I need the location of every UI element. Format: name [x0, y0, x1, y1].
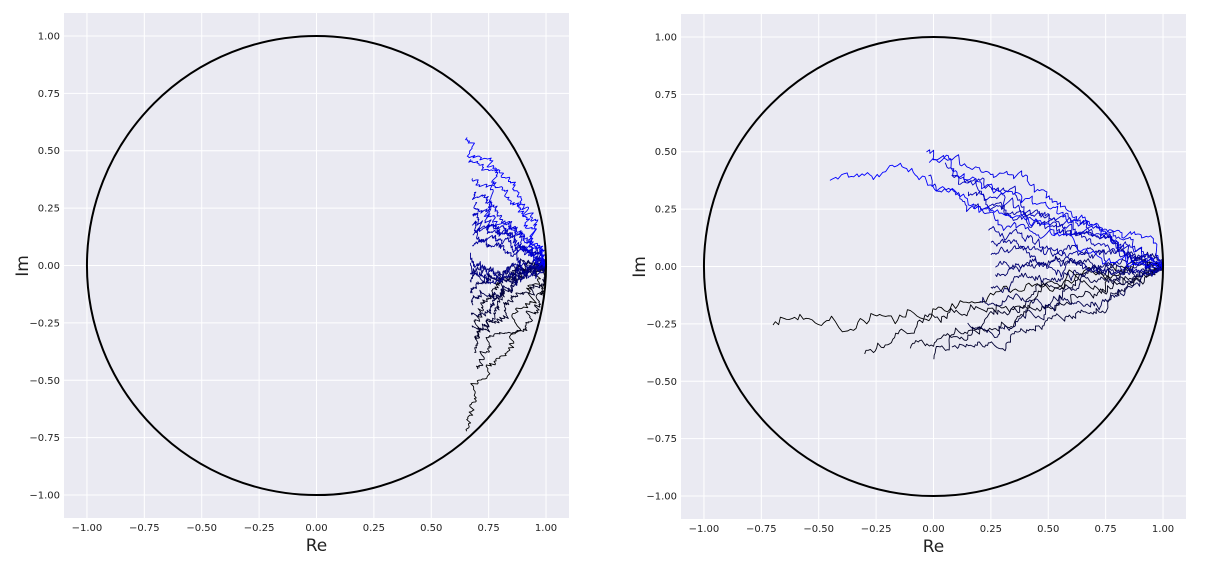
right-series-line-3: [933, 266, 1163, 360]
right-x-tick-label: 0.50: [1037, 524, 1059, 535]
right-series-line-13: [974, 201, 1163, 268]
left-x-tick-label: 0.75: [478, 523, 500, 534]
left-x-tick-label: −1.00: [72, 523, 103, 534]
left-y-tick-label: 0.25: [38, 204, 60, 215]
right-series-line-12: [988, 226, 1163, 277]
right-x-tick-labels: −1.00 −0.75 −0.50 −0.25 0.00 0.25 0.50 0.75 1.00: [689, 524, 1175, 535]
left-y-tick-label: −0.25: [29, 318, 60, 329]
left-y-tick-labels: −1.00 −0.75 −0.50 −0.25 0.00 0.25 0.50 0.75 1.00: [29, 31, 60, 501]
right-y-tick-label: 0.25: [655, 205, 677, 216]
left-series-line-13: [472, 230, 546, 272]
right-series-line-16: [944, 162, 1163, 267]
right-x-tick-label: 1.00: [1152, 524, 1174, 535]
left-x-tick-label: 0.00: [305, 523, 327, 534]
left-grid: [64, 13, 569, 518]
right-x-tick-label: 0.25: [980, 524, 1002, 535]
right-x-tick-label: 0.00: [922, 524, 944, 535]
right-y-tick-label: 0.00: [655, 262, 677, 273]
left-series-line-1: [475, 265, 546, 370]
right-y-tick-label: −0.50: [646, 377, 677, 388]
left-y-axis-label: Im: [13, 255, 33, 277]
right-series-line-19: [928, 154, 1163, 267]
left-series-group: [465, 137, 546, 432]
right-x-tick-label: −1.00: [689, 524, 720, 535]
left-x-axis-label: Re: [306, 536, 328, 556]
left-series-line-20: [465, 137, 546, 267]
left-series-line-8: [469, 263, 546, 284]
left-series-line-15: [472, 212, 546, 267]
right-series-line-6: [979, 267, 1163, 312]
left-series-line-11: [470, 252, 546, 283]
left-series-line-17: [471, 191, 546, 268]
left-x-tick-labels: −1.00 −0.75 −0.50 −0.25 0.00 0.25 0.50 0.75 1.00: [72, 523, 558, 534]
left-series-line-12: [472, 237, 546, 271]
right-series-line-8: [995, 255, 1163, 278]
right-series-line-14: [967, 190, 1163, 274]
left-x-tick-label: 0.50: [420, 523, 442, 534]
left-y-tick-label: 0.00: [38, 261, 60, 272]
right-x-tick-label: 0.75: [1095, 524, 1117, 535]
left-y-tick-label: 0.50: [38, 146, 60, 157]
right-x-tick-label: −0.50: [803, 524, 834, 535]
right-y-tick-label: −1.00: [646, 492, 677, 503]
left-series-line-0: [465, 266, 546, 432]
right-y-tick-label: 1.00: [655, 32, 677, 43]
right-unit-circle: [702, 35, 1165, 498]
left-series-line-10: [469, 262, 546, 285]
left-x-tick-label: −0.25: [244, 523, 275, 534]
right-y-tick-label: 0.50: [655, 147, 677, 158]
right-x-tick-label: −0.25: [861, 524, 892, 535]
left-y-tick-label: 1.00: [38, 31, 60, 42]
right-series-line-17: [928, 174, 1163, 268]
left-series-line-7: [470, 258, 546, 294]
right-x-tick-label: −0.75: [746, 524, 777, 535]
left-x-tick-label: 1.00: [535, 523, 557, 534]
left-x-tick-label: −0.75: [129, 523, 160, 534]
left-x-tick-label: −0.50: [186, 523, 217, 534]
left-y-tick-label: −1.00: [29, 491, 60, 502]
right-series-line-18: [926, 149, 1163, 269]
right-series-line-7: [990, 263, 1163, 293]
right-series-line-20: [829, 162, 1163, 268]
left-unit-circle: [85, 34, 548, 497]
right-series-line-15: [951, 174, 1163, 270]
right-series-line-10: [990, 245, 1163, 278]
right-y-tick-label: −0.75: [646, 434, 677, 445]
left-y-tick-label: −0.50: [29, 376, 60, 387]
right-series-line-5: [967, 261, 1163, 338]
left-y-tick-label: −0.75: [29, 433, 60, 444]
left-x-tick-label: 0.25: [363, 523, 385, 534]
right-y-tick-labels: −1.00 −0.75 −0.50 −0.25 0.00 0.25 0.50 0.75 1.00: [646, 32, 677, 502]
right-series-line-4: [951, 265, 1162, 352]
right-series-group: [772, 149, 1163, 360]
right-y-axis-label: Im: [630, 256, 650, 278]
right-plot: −1.00 −0.75 −0.50 −0.25 0.00 0.25 0.50 0.75 1.00…: [630, 14, 1186, 557]
right-x-axis-label: Re: [923, 537, 945, 557]
left-plot: −1.00 −0.75 −0.50 −0.25 0.00 0.25 0.50 0.75 1.00…: [13, 13, 569, 556]
left-y-tick-label: 0.75: [38, 89, 60, 100]
right-y-tick-label: −0.25: [646, 319, 677, 330]
right-y-tick-label: 0.75: [655, 90, 677, 101]
